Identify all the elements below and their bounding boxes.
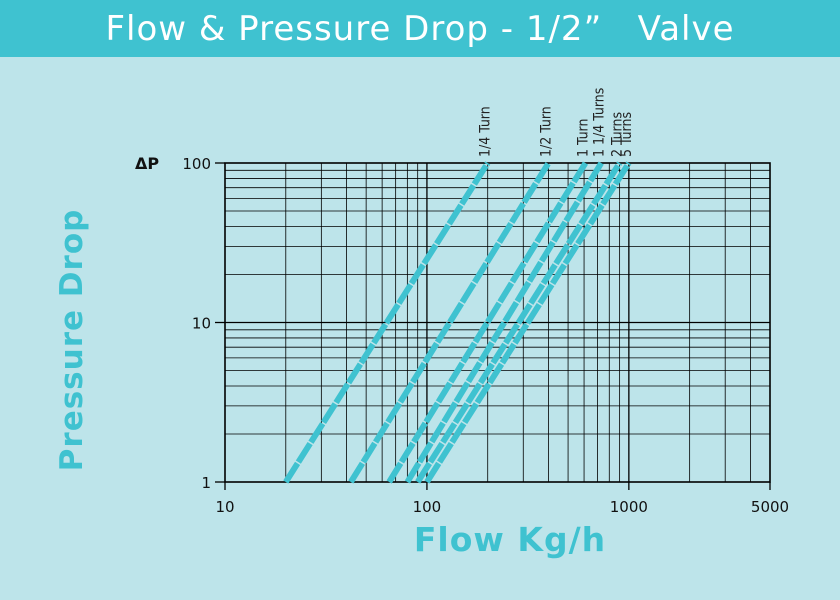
y-tick-label: 1 xyxy=(201,474,211,492)
series-label: 1/2 Turn xyxy=(539,106,555,157)
x-tick-label: 100 xyxy=(413,498,442,516)
title-banner: Flow & Pressure Drop - 1/2” Valve xyxy=(0,0,840,57)
y-tick-label: 10 xyxy=(192,315,211,333)
series-label: 5 Turns xyxy=(619,112,635,157)
x-tick-label: 1000 xyxy=(610,498,648,516)
series-line xyxy=(404,161,604,484)
x-axis-title: Flow Kg/h xyxy=(413,520,607,559)
x-tick-label: 10 xyxy=(215,498,234,516)
series-label: 1/4 Turn xyxy=(478,106,494,157)
series-line xyxy=(283,161,491,484)
series-line xyxy=(386,161,589,484)
series-line xyxy=(415,161,623,484)
series-line xyxy=(348,161,552,484)
series-line xyxy=(424,161,632,484)
page-title: Flow & Pressure Drop - 1/2” Valve xyxy=(105,8,735,49)
y-tick-label: 100 xyxy=(182,155,211,173)
series-label: 1 Turn xyxy=(576,119,592,157)
series-label: 1 1/4 Turns xyxy=(591,88,607,157)
y-axis-symbol: ΔP xyxy=(135,154,159,173)
series-label: 2 Turns xyxy=(610,112,626,157)
x-tick-label: 5000 xyxy=(751,498,789,516)
